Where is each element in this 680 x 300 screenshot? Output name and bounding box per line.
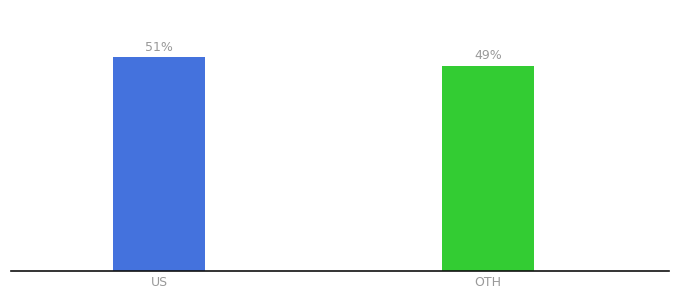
- Text: 51%: 51%: [145, 41, 173, 54]
- Text: 49%: 49%: [474, 49, 502, 62]
- Bar: [442, 66, 534, 271]
- Bar: [113, 57, 205, 271]
